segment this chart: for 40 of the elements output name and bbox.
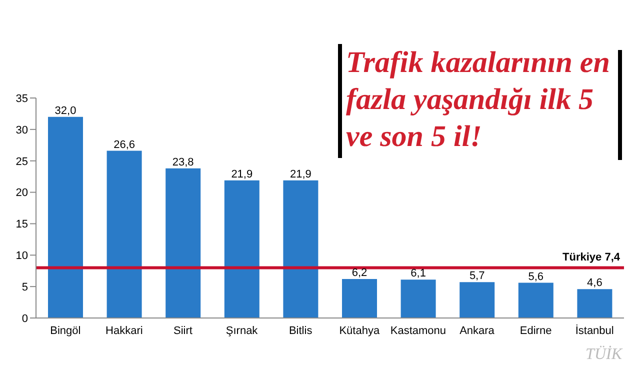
text: TÜİK (586, 346, 622, 364)
y-tick-label: 20 (16, 187, 28, 200)
x-tick-label: Bingöl (50, 324, 81, 337)
data-label: 26,6 (114, 138, 136, 151)
data-label: 21,9 (290, 168, 312, 180)
data-label: 5,6 (528, 270, 544, 283)
bar (460, 282, 495, 318)
bar (342, 279, 377, 318)
x-tick-label: Edirne (520, 324, 552, 337)
y-tick-label: 30 (16, 124, 28, 136)
bar (224, 180, 260, 318)
data-label: 6,1 (410, 268, 426, 280)
y-tick-label: 15 (16, 218, 28, 231)
y-tick-label: 0 (22, 312, 28, 325)
x-tick-label: Hakkari (106, 324, 143, 337)
x-tick-label: Kastamonu (390, 324, 446, 337)
x-tick-label: Ankara (460, 324, 496, 337)
y-tick-label: 10 (16, 250, 28, 262)
bar (400, 280, 436, 318)
bar (283, 180, 318, 318)
x-tick-label: Şırnak (226, 324, 258, 337)
x-tick-label: Kütahya (339, 324, 380, 337)
y-tick-label: 25 (16, 156, 28, 168)
bar (577, 289, 612, 318)
bar (48, 116, 83, 318)
ref-line-label: Türkiye 7,4 (562, 252, 621, 264)
x-tick-label: Bitlis (288, 324, 313, 337)
data-label: 21,9 (231, 168, 253, 180)
x-tick-label: Siirt (174, 324, 192, 337)
bar (106, 150, 142, 318)
y-tick-label: 5 (22, 281, 28, 294)
y-tick-label: 35 (16, 92, 28, 105)
data-label: 5,7 (469, 270, 485, 282)
data-label: 6,2 (352, 267, 368, 280)
data-label: 32,0 (54, 104, 76, 117)
bar (166, 168, 201, 318)
x-tick-label: İstanbul (575, 324, 614, 337)
bar (518, 282, 554, 318)
data-label: 4,6 (587, 277, 602, 290)
data-label: 23,8 (172, 156, 194, 168)
